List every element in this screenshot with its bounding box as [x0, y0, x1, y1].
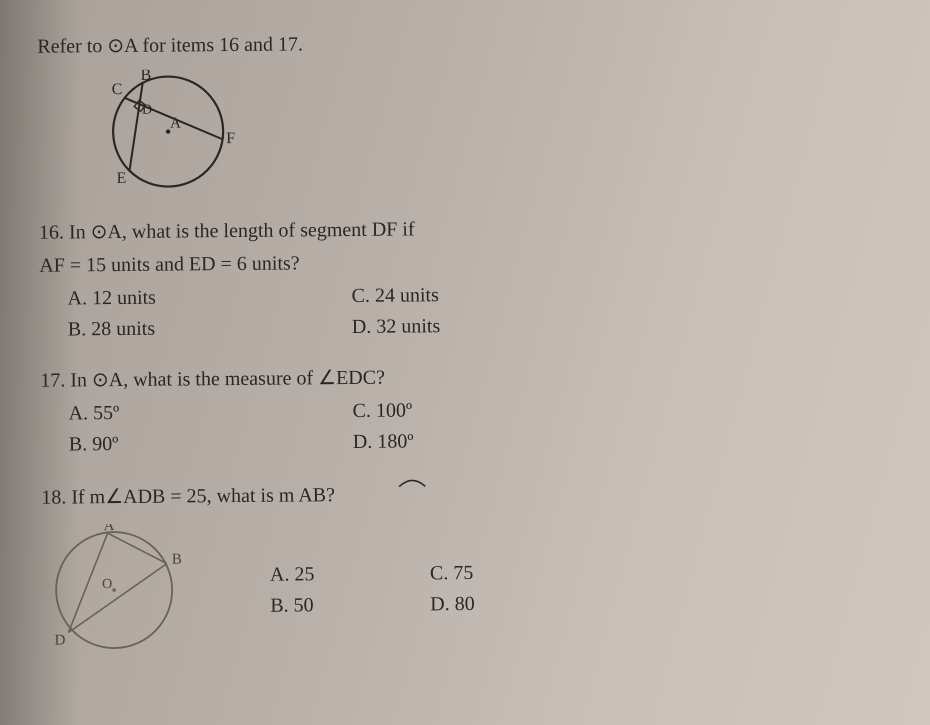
q18-choice-a: A. 25	[270, 560, 390, 590]
q17-stem: 17. In ⊙A, what is the measure of ∠EDC?	[40, 359, 890, 395]
q18-choice-d: D. 80	[430, 589, 550, 619]
q17-choice-b: B. 90º	[69, 428, 329, 459]
q16-choice-c: C. 24 units	[351, 280, 611, 311]
q16-choice-a: A. 12 units	[67, 282, 327, 313]
q16-stem-line1: 16. In ⊙A, what is the length of segment…	[39, 211, 889, 247]
question-16: 16. In ⊙A, what is the length of segment…	[39, 211, 890, 344]
q17-choice-c: C. 100º	[352, 395, 612, 426]
label-f: F	[226, 130, 235, 147]
question-17: 17. In ⊙A, what is the measure of ∠EDC? …	[40, 359, 891, 459]
label-a2: A	[103, 523, 114, 534]
label-d: D	[142, 103, 152, 118]
label-o: O	[102, 577, 112, 592]
arc-over-ab-icon	[397, 474, 427, 488]
q17-choice-d: D. 180º	[353, 426, 613, 457]
label-c: C	[112, 81, 123, 98]
label-b2: B	[172, 551, 182, 567]
figure-circle-a: B C E F A D	[98, 63, 889, 200]
q18-stem: 18. If m∠ADB = 25, what is m AB?	[41, 476, 891, 512]
instruction-text: Refer to ⊙A for items 16 and 17.	[37, 26, 887, 58]
question-18: 18. If m∠ADB = 25, what is m AB? A	[41, 476, 893, 664]
label-d2: D	[54, 632, 65, 648]
label-b: B	[141, 69, 152, 84]
label-a: A	[170, 115, 181, 131]
q17-choice-a: A. 55º	[68, 397, 328, 428]
q16-choice-d: D. 32 units	[352, 311, 612, 342]
circle-o-svg: A B D O	[42, 523, 203, 664]
q16-choice-b: B. 28 units	[68, 313, 328, 344]
q16-stem-line2: AF = 15 units and ED = 6 units?	[39, 244, 889, 280]
figure-circle-o: A B D O	[42, 523, 203, 664]
label-e: E	[116, 170, 126, 187]
circle-a-svg: B C E F A D	[98, 69, 269, 200]
q18-choice-b: B. 50	[270, 591, 390, 621]
q18-choice-c: C. 75	[430, 558, 550, 588]
